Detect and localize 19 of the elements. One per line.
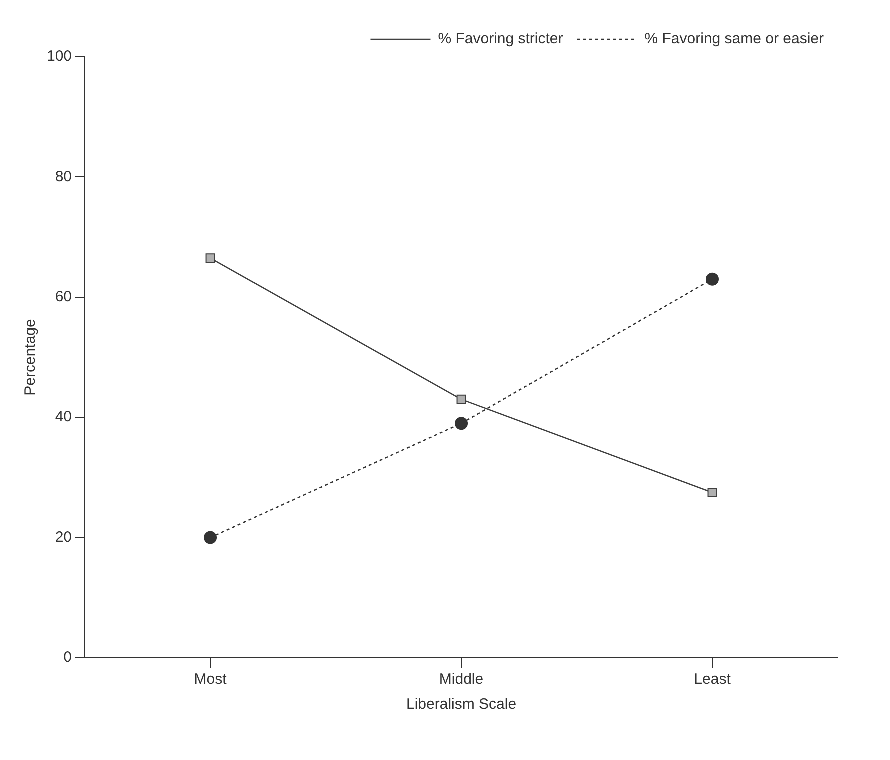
legend-label: % Favoring same or easier (644, 30, 824, 48)
x-axis-title: Liberalism Scale (406, 696, 517, 714)
y-tick-label: 60 (55, 288, 72, 306)
y-tick-label: 0 (64, 649, 72, 666)
legend-label: % Favoring stricter (438, 30, 564, 48)
y-tick-label: 40 (55, 408, 72, 426)
point (708, 488, 718, 498)
y-axis-title: Percentage (22, 319, 40, 396)
y-tick-label: 100 (46, 48, 72, 66)
y-tick-label: 80 (55, 168, 72, 186)
point (204, 531, 218, 544)
point (206, 254, 216, 264)
point (455, 417, 468, 430)
y-tick-label: 20 (55, 528, 72, 546)
x-tick-label: Least (694, 671, 732, 688)
x-tick-label: Most (194, 671, 228, 688)
point (456, 394, 466, 404)
x-tick-label: Middle (439, 671, 484, 688)
point (706, 272, 720, 286)
